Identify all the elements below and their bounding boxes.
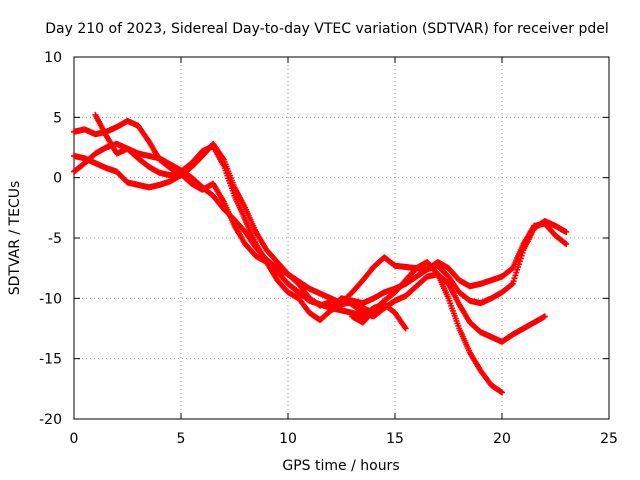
series-track-3: [71, 140, 334, 309]
y-tick-label: 0: [53, 171, 62, 187]
x-axis-label: GPS time / hours: [282, 458, 399, 474]
data-point: [511, 275, 518, 282]
x-tick-label: 5: [177, 431, 186, 447]
data-point: [510, 278, 517, 285]
y-tick-label: 5: [53, 110, 62, 126]
data-marks: [71, 111, 570, 396]
chart-title: Day 210 of 2023, Sidereal Day-to-day VTE…: [45, 21, 609, 37]
grid: [74, 57, 609, 419]
y-tick-label: -10: [39, 291, 62, 307]
y-tick-label: -15: [39, 352, 62, 368]
x-tick-label: 0: [70, 431, 79, 447]
y-tick-label: -20: [39, 412, 62, 428]
series-track-7: [327, 271, 548, 345]
x-tick-label: 15: [386, 431, 404, 447]
data-point: [513, 269, 520, 276]
y-axis-label: SDTVAR / TECUs: [7, 181, 23, 296]
data-point: [515, 263, 522, 270]
data-point: [516, 258, 523, 265]
series-track-4: [92, 111, 570, 307]
data-point: [563, 228, 570, 235]
x-tick-label: 25: [600, 431, 618, 447]
data-point: [512, 272, 519, 279]
x-tick-label: 10: [279, 431, 297, 447]
data-point: [402, 325, 409, 332]
y-tick-label: 10: [44, 50, 62, 66]
data-point: [541, 313, 548, 320]
x-tick-label: 20: [493, 431, 511, 447]
data-point: [499, 389, 505, 396]
y-tick-label: -5: [48, 231, 62, 247]
data-point: [509, 280, 516, 287]
axis-ticks: 0 5 10 15 20 25 10 5 0 -5 -10 -15 -20: [39, 50, 618, 447]
data-point: [514, 266, 521, 273]
data-point: [563, 241, 570, 248]
